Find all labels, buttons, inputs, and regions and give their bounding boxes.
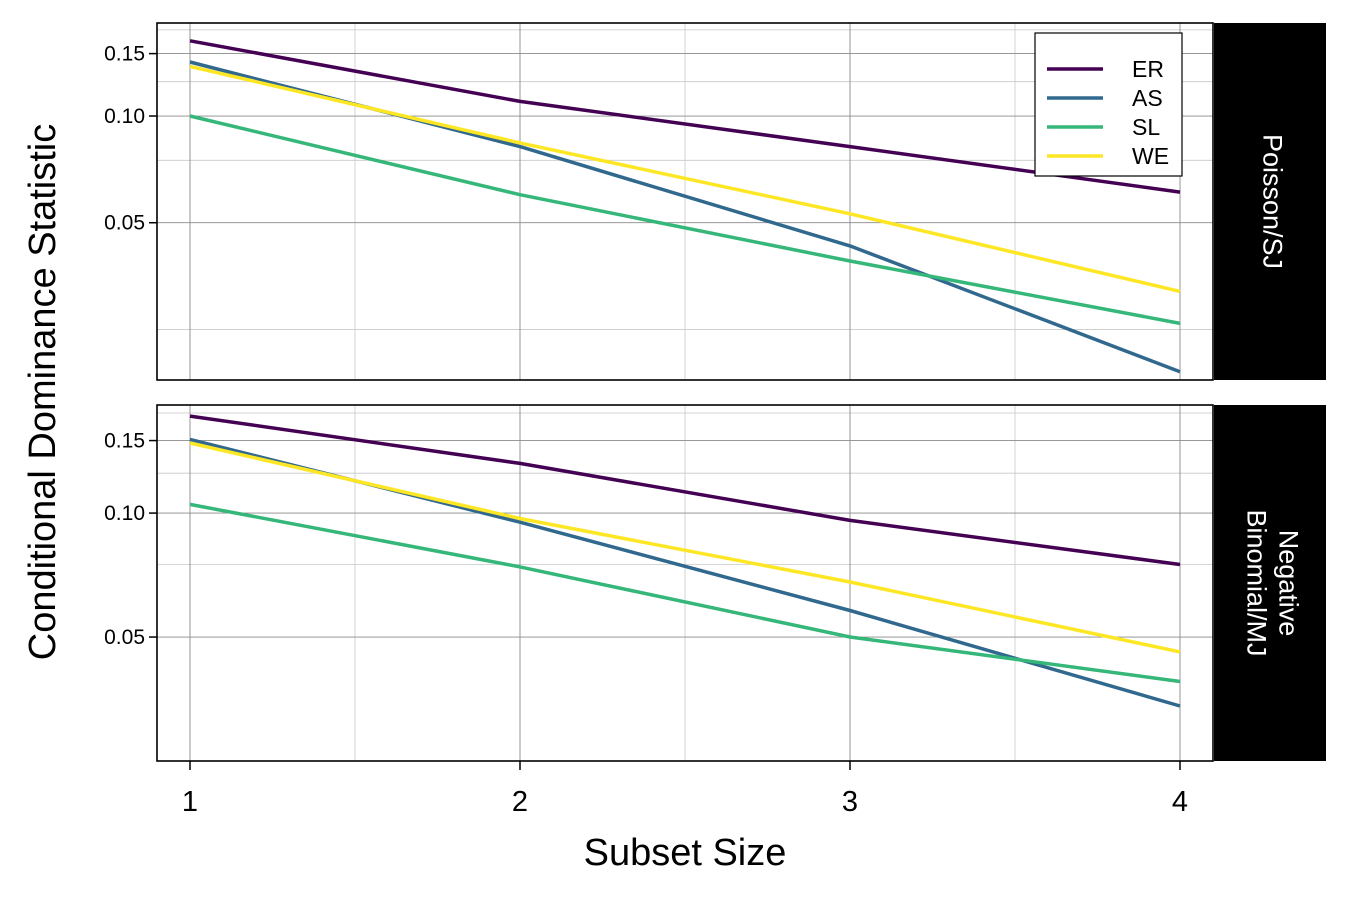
legend-label-er: ER xyxy=(1132,56,1164,82)
series-line-er xyxy=(189,414,1181,567)
panel-border xyxy=(156,404,1214,762)
x-tick-label: 3 xyxy=(842,786,858,818)
y-tick-label: 0.15 xyxy=(104,43,145,66)
facet-strip-label: NegativeBinomial/MJ xyxy=(1242,509,1304,656)
y-tick-label: 0.05 xyxy=(104,212,145,235)
y-tick-label: 0.05 xyxy=(104,626,145,649)
facet-strip-label: Poisson/SJ xyxy=(1258,134,1288,269)
legend-label-sl: SL xyxy=(1132,114,1160,140)
x-tick-label: 2 xyxy=(512,786,528,818)
legend-label-as: AS xyxy=(1132,85,1163,111)
legend-label-we: WE xyxy=(1132,143,1169,169)
series-line-sl xyxy=(189,502,1181,684)
legend-box xyxy=(1034,32,1183,177)
series-line-we xyxy=(189,64,1181,294)
x-tick-label: 1 xyxy=(182,786,198,818)
series-line-we xyxy=(189,441,1181,654)
x-axis-title: Subset Size xyxy=(584,832,787,874)
y-axis-title: Conditional Dominance Statistic xyxy=(22,124,64,661)
panel-2: 0.05 0.10 0.15 NegativeBinomial/MJ xyxy=(104,404,1326,762)
legend: ER AS SL WE xyxy=(1034,32,1183,177)
series-line-sl xyxy=(189,114,1181,326)
y-tick-label: 0.15 xyxy=(104,430,145,453)
facet-strip xyxy=(1214,23,1326,380)
y-tick-label: 0.10 xyxy=(104,105,145,128)
y-tick-label: 0.10 xyxy=(104,502,145,525)
facet-strip xyxy=(1214,405,1326,761)
x-tick-labels: 1 2 3 4 xyxy=(182,761,1188,818)
series-line-er xyxy=(189,39,1181,194)
x-tick-label: 4 xyxy=(1172,786,1188,818)
panel-border xyxy=(156,22,1214,381)
